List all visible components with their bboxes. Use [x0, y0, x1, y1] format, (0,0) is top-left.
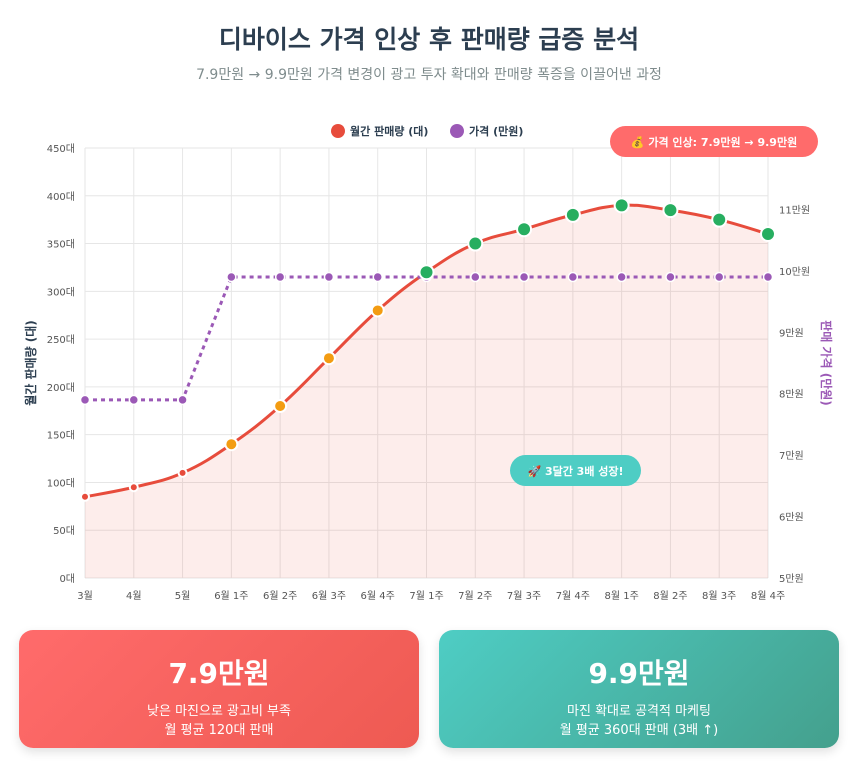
card-price: 9.9만원	[588, 657, 690, 690]
sales-point	[177, 467, 188, 478]
y-right-tick-label: 5만원	[779, 573, 804, 585]
price-point	[665, 271, 676, 283]
price-point	[274, 271, 286, 283]
y-right-tick-label: 11만원	[779, 204, 810, 216]
page-subtitle: 7.9만원 → 9.9만원 가격 변경이 광고 투자 확대와 판매량 폭증을 이…	[196, 67, 662, 83]
price-point	[762, 271, 774, 283]
legend-label-sales: 월간 판매량 (대)	[350, 124, 428, 138]
y-left-tick-label: 400대	[47, 191, 75, 203]
y-right-tick-label: 6만원	[779, 512, 804, 524]
sales-point	[128, 482, 139, 493]
price-point	[128, 394, 140, 406]
sales-point	[418, 264, 435, 281]
x-tick-label: 4월	[126, 590, 142, 602]
card-desc-line: 마진 확대로 공격적 마케팅	[567, 704, 711, 719]
y-left-tick-label: 350대	[47, 239, 75, 251]
x-tick-label: 3월	[77, 590, 93, 602]
sales-point	[516, 221, 533, 238]
page-title: 디바이스 가격 인상 후 판매량 급증 분석	[218, 25, 640, 54]
legend-label-price: 가격 (만원)	[469, 124, 523, 138]
price-point	[470, 271, 481, 283]
price-card-after: 9.9만원 마진 확대로 공격적 마케팅 월 평균 360대 판매 (3배 ↑)	[439, 630, 839, 748]
price-point	[518, 271, 530, 283]
x-tick-label: 7월 1주	[409, 590, 443, 602]
y-left-tick-label: 300대	[47, 286, 75, 298]
y-left-tick-label: 50대	[53, 525, 75, 537]
sales-point	[662, 202, 679, 219]
price-point	[372, 271, 383, 283]
sales-point	[760, 226, 776, 242]
price-point	[226, 271, 237, 283]
x-tick-label: 6월 4주	[361, 590, 395, 602]
y-left-tick-label: 0대	[59, 573, 75, 585]
price-point	[616, 271, 627, 283]
y-right-axis-title: 판매 가격 (만원)	[819, 320, 834, 406]
y-left-tick-label: 150대	[47, 430, 75, 442]
x-tick-label: 7월 4주	[556, 590, 590, 602]
y-right-tick-label: 9만원	[779, 327, 804, 339]
x-tick-label: 8월 2주	[653, 590, 687, 602]
price-point	[713, 271, 725, 283]
price-card-before: 7.9만원 낮은 마진으로 광고비 부족 월 평균 120대 판매	[19, 630, 419, 748]
sales-point	[711, 211, 728, 228]
price-point	[79, 394, 91, 406]
sales-point	[273, 399, 288, 413]
x-tick-label: 6월 3주	[312, 590, 346, 602]
x-tick-label: 7월 2주	[458, 590, 492, 602]
price-point	[323, 271, 335, 283]
x-tick-label: 6월 1주	[214, 590, 248, 602]
card-price: 7.9만원	[168, 657, 270, 690]
x-tick-label: 8월 4주	[751, 590, 785, 602]
y-left-tick-label: 250대	[47, 334, 75, 346]
x-tick-label: 5월	[175, 590, 191, 602]
annotation-price-text: 💰 가격 인상: 7.9만원 → 9.9만원	[631, 135, 797, 149]
sales-point	[80, 491, 90, 502]
sales-point	[224, 437, 239, 452]
sales-point	[370, 303, 385, 318]
annotation-growth-text: 🚀 3달간 3배 성장!	[527, 464, 623, 478]
sales-point	[613, 197, 630, 214]
sales-point	[564, 206, 581, 223]
sales-point	[467, 235, 484, 252]
sales-price-chart: 0대 50대 100대 150대 200대 250대 300대 350대 400대 450대 3월 4…	[23, 124, 834, 602]
price-point	[177, 394, 188, 406]
annotation-growth-badge	[510, 455, 641, 486]
legend-swatch-sales	[331, 124, 345, 138]
y-left-tick-label: 100대	[47, 477, 75, 489]
annotation-price-badge	[610, 126, 818, 157]
y-right-tick-label: 8만원	[779, 389, 804, 401]
y-right-tick-label: 10만원	[779, 266, 810, 278]
price-point	[567, 271, 579, 283]
card-desc-line: 월 평균 360대 판매 (3배 ↑)	[559, 723, 719, 738]
legend-swatch-price	[450, 124, 464, 138]
card-desc-line: 낮은 마진으로 광고비 부족	[147, 704, 291, 719]
x-tick-label: 8월 1주	[604, 590, 638, 602]
x-tick-label: 8월 3주	[702, 590, 736, 602]
sales-point	[321, 351, 336, 366]
y-right-tick-label: 7만원	[779, 450, 804, 462]
y-left-tick-label: 200대	[47, 382, 75, 394]
x-tick-label: 7월 3주	[507, 590, 541, 602]
x-tick-label: 6월 2주	[263, 590, 297, 602]
y-left-tick-label: 450대	[47, 143, 75, 155]
card-desc-line: 월 평균 120대 판매	[164, 723, 274, 738]
y-left-axis-title: 월간 판매량 (대)	[23, 320, 38, 406]
